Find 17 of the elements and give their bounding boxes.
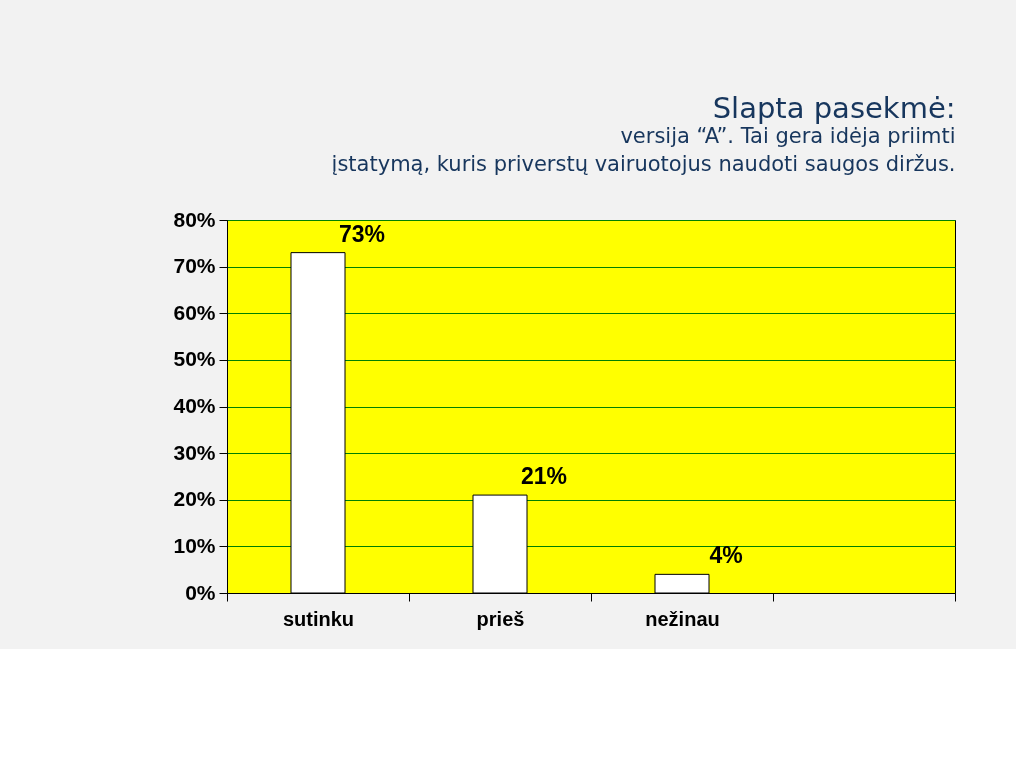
chart-title: Slapta pasekmė: [712, 91, 956, 125]
x-tick-label: prieš [476, 607, 525, 630]
chart-subtitle: versija “A”. Tai gera idėja priimti įstatymą, kuris priverstų vairuotojus naudoti saugos diržus. [331, 124, 956, 176]
y-tick-label: 50% [173, 347, 216, 371]
y-tick-label: 0% [185, 580, 216, 604]
data-label: 21% [520, 463, 568, 490]
y-tick-label: 40% [173, 394, 216, 417]
x-tick-label: nežinau [645, 607, 720, 630]
y-tick-label: 70% [173, 254, 216, 278]
y-tick-label: 10% [173, 533, 216, 557]
y-tick-label: 80% [173, 207, 216, 231]
y-tick-label: 30% [173, 440, 216, 464]
x-tick-label: sutinku [282, 607, 355, 630]
y-tick-label: 20% [173, 487, 216, 511]
data-label: 73% [338, 220, 386, 247]
data-label: 4% [709, 542, 743, 569]
y-tick-label: 60% [173, 300, 216, 324]
